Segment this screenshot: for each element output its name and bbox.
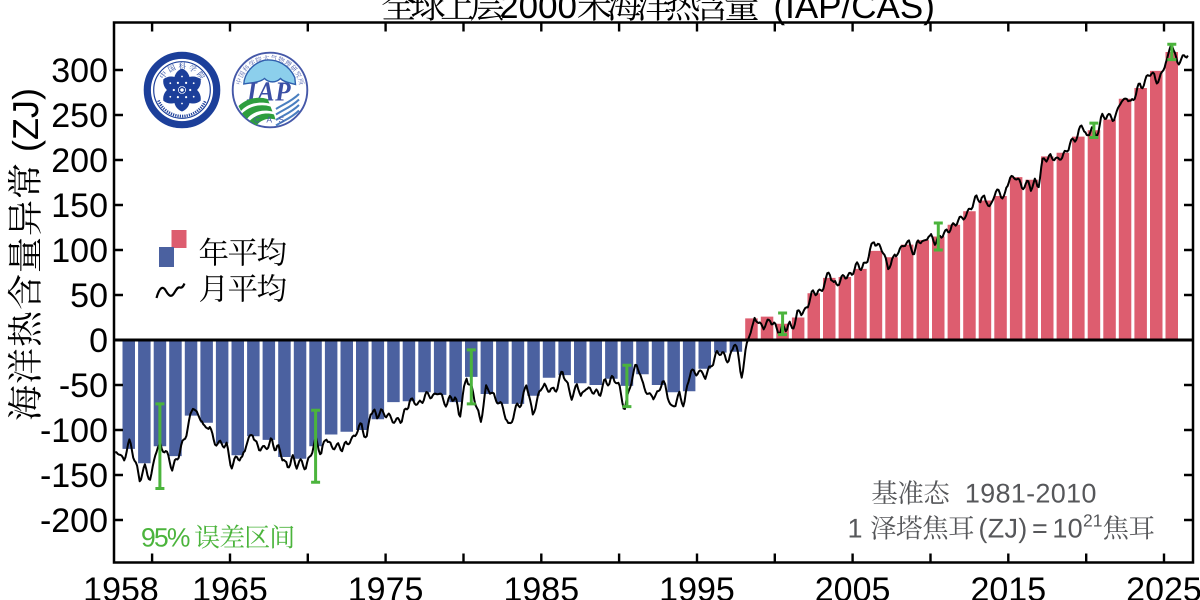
svg-text:300: 300	[51, 52, 108, 90]
svg-text:2005: 2005	[815, 571, 891, 600]
svg-text:-100: -100	[40, 412, 108, 450]
svg-text:1995: 1995	[659, 571, 735, 600]
svg-text:1985: 1985	[503, 571, 579, 600]
svg-text:250: 250	[51, 97, 108, 135]
svg-text:0: 0	[89, 322, 108, 360]
svg-text:1975: 1975	[348, 571, 424, 600]
svg-text:-200: -200	[40, 502, 108, 540]
svg-text:200: 200	[51, 142, 108, 180]
svg-text:2025: 2025	[1126, 571, 1200, 600]
svg-text:50: 50	[70, 277, 108, 315]
svg-text:1958: 1958	[83, 571, 159, 600]
svg-text:-50: -50	[59, 367, 108, 405]
svg-text:150: 150	[51, 187, 108, 225]
svg-text:-150: -150	[40, 457, 108, 495]
svg-text:2015: 2015	[970, 571, 1046, 600]
svg-text:100: 100	[51, 232, 108, 270]
svg-text:1965: 1965	[192, 571, 268, 600]
